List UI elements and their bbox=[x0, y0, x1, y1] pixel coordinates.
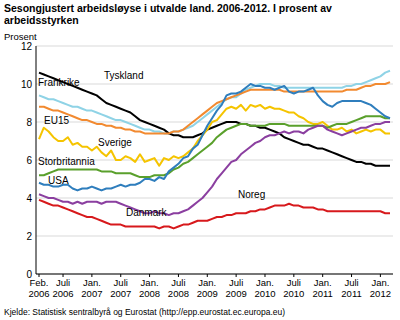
plot-area bbox=[39, 71, 390, 229]
series-label: EU15 bbox=[44, 115, 69, 126]
series-label: USA bbox=[48, 175, 69, 186]
y-axis bbox=[36, 46, 37, 274]
series-line bbox=[39, 200, 390, 229]
grid-line bbox=[36, 274, 393, 275]
title: Sesongjustert arbeidsløyse i utvalde lan… bbox=[4, 2, 332, 26]
series-label: Sverige bbox=[98, 137, 132, 148]
x-tick-label: Juli2006 bbox=[52, 277, 73, 299]
x-tick-label: Juli2011 bbox=[341, 277, 361, 299]
x-tick-label: Juli2009 bbox=[226, 277, 247, 299]
x-tick-label: Jan.2012 bbox=[370, 277, 391, 299]
x-tick-label: Jan.2009 bbox=[197, 277, 218, 299]
y-tick-label: 6 bbox=[26, 155, 32, 166]
grid-line bbox=[36, 198, 393, 199]
series-label: Danmark bbox=[126, 207, 168, 218]
chart: Sesongjustert arbeidsløyse i utvalde lan… bbox=[0, 0, 400, 320]
y-tick-label: 4 bbox=[26, 193, 32, 204]
y-tick-label: 2 bbox=[26, 231, 32, 242]
series-line bbox=[39, 84, 390, 190]
series-line bbox=[39, 116, 390, 177]
x-tick-label: Juli2007 bbox=[110, 277, 131, 299]
series-label: Tyskland bbox=[104, 70, 143, 81]
series-line bbox=[39, 122, 390, 215]
series-line bbox=[39, 73, 390, 166]
x-tick-label: Jan.2011 bbox=[312, 277, 332, 299]
x-tick-label: Juli2008 bbox=[168, 277, 189, 299]
x-tick-label: Feb.2006 bbox=[28, 277, 49, 299]
y-tick-label: 10 bbox=[21, 79, 33, 90]
series-label: Noreg bbox=[238, 189, 265, 200]
x-tick-label: Jan.2007 bbox=[81, 277, 102, 299]
x-tick-label: Jan.2010 bbox=[254, 277, 275, 299]
grid-line bbox=[36, 236, 393, 237]
source: Kjelde: Statistisk sentralbyrå og Eurost… bbox=[4, 307, 285, 317]
series-line bbox=[39, 82, 390, 133]
series-label: Storbritannia bbox=[38, 156, 95, 167]
series-label: Frankrike bbox=[38, 77, 80, 88]
x-tick-label: Juli2010 bbox=[283, 277, 304, 299]
x-tick-label: Jan.2008 bbox=[139, 277, 160, 299]
y-tick-label: 8 bbox=[26, 117, 32, 128]
grid-line bbox=[36, 84, 393, 85]
y-tick-label: 12 bbox=[21, 41, 33, 52]
grid-line bbox=[36, 46, 393, 47]
x-axis bbox=[36, 274, 393, 275]
